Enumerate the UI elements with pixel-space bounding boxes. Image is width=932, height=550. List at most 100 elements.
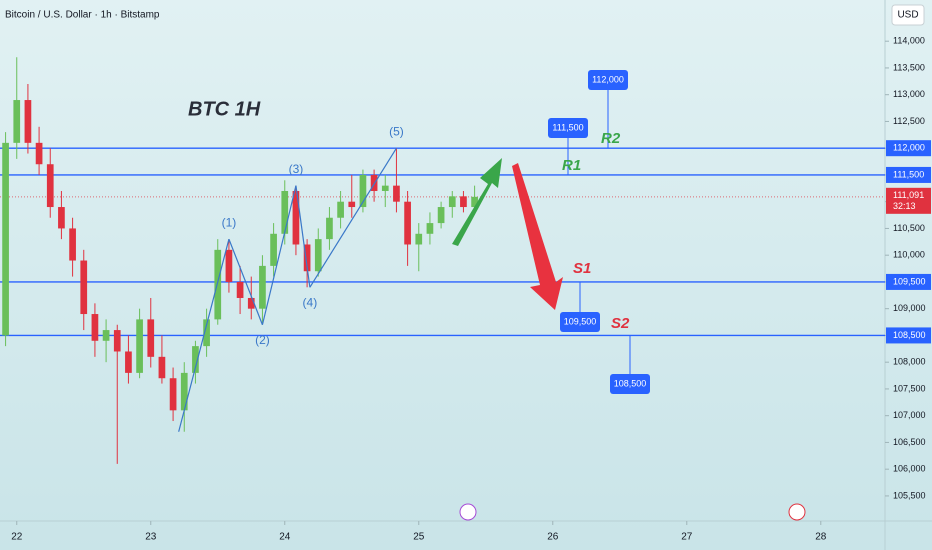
candle-body <box>58 207 65 229</box>
candle-body <box>292 190 300 245</box>
candle-body <box>113 330 121 352</box>
down-arrow <box>512 163 563 310</box>
y-tick-label: 108,000 <box>893 357 926 367</box>
candle-body <box>46 164 54 208</box>
candle-body <box>247 297 255 309</box>
y-tick-label: 106,500 <box>893 437 926 447</box>
currency[interactable]: USD <box>897 10 918 21</box>
candle-body <box>13 100 21 143</box>
level-axis-label: 109,500 <box>893 276 926 286</box>
currency-button[interactable] <box>891 4 925 26</box>
candle-body <box>35 142 43 165</box>
level-box <box>548 118 588 138</box>
candle-body <box>448 196 456 208</box>
x-tick-label: 27 <box>681 532 693 543</box>
level-box <box>560 312 600 332</box>
event-icon[interactable] <box>788 503 806 521</box>
level-box-label: 109,500 <box>564 316 597 326</box>
level-axis-label: 108,500 <box>893 330 926 340</box>
y-tick-label: 106,000 <box>893 464 926 474</box>
candle-body <box>460 196 467 208</box>
candle-body <box>303 244 311 272</box>
last-price-label: 111,091 <box>893 190 924 200</box>
wave-segment <box>295 185 311 288</box>
x-tick-label: 24 <box>279 532 291 543</box>
plot-area <box>0 57 885 464</box>
candle-body <box>236 281 244 298</box>
candle-body <box>415 233 423 245</box>
candle-body <box>69 228 76 261</box>
annotation: BTC 1H <box>188 98 261 120</box>
wave-label: (5) <box>389 124 404 138</box>
candle-body <box>80 260 88 315</box>
wave-label: (4) <box>303 295 318 309</box>
level-box <box>588 70 628 90</box>
wave-segment <box>228 238 263 325</box>
y-tick-label: 107,000 <box>893 410 926 420</box>
level-axis-label: 112,000 <box>893 143 925 153</box>
level-name: S2 <box>611 315 630 332</box>
candle-body <box>147 319 155 357</box>
level-name: S1 <box>573 260 591 277</box>
level-axis-tag <box>886 273 931 290</box>
candle-body <box>314 239 322 272</box>
candle-body <box>270 233 277 266</box>
candle-body <box>281 190 289 234</box>
candle-body <box>169 378 177 411</box>
y-tick-label: 105,500 <box>893 490 926 500</box>
candle-body <box>326 217 333 240</box>
wave-label: (1) <box>222 215 237 229</box>
level-axis-label: 111,500 <box>893 169 924 179</box>
candle-body <box>180 372 188 411</box>
wave-label: (2) <box>255 333 270 347</box>
candle-body <box>91 314 99 341</box>
candle-body <box>426 223 434 234</box>
y-tick-label: 113,000 <box>893 89 925 99</box>
candle-body <box>348 201 356 208</box>
level-box-label: 108,500 <box>614 378 647 388</box>
candle-body <box>102 330 110 341</box>
x-tick-label: 22 <box>11 532 23 543</box>
event-icon[interactable] <box>459 503 477 521</box>
y-tick-label: 112,500 <box>893 116 925 126</box>
wave-segment <box>309 147 397 288</box>
wave-segment <box>178 238 230 432</box>
candle-body <box>471 196 478 208</box>
x-tick-label: 26 <box>547 532 559 543</box>
level-axis-tag <box>886 327 931 344</box>
level-box-label: 111,500 <box>552 122 583 132</box>
candle-body <box>136 319 143 373</box>
level-axis-tag <box>886 166 931 183</box>
x-tick-label: 28 <box>815 532 827 543</box>
candle-body <box>437 207 445 224</box>
up-arrow <box>452 158 502 246</box>
candle-body <box>337 201 344 218</box>
x-tick-label: 23 <box>145 532 157 543</box>
candle-body <box>404 201 411 245</box>
y-tick-label: 109,000 <box>893 303 926 313</box>
chart-title: Bitcoin / U.S. Dollar · 1h · Bitstamp <box>5 10 160 21</box>
candle-body <box>203 319 210 347</box>
wave-label: (3) <box>289 162 304 176</box>
countdown: 32:13 <box>893 201 916 211</box>
candle-body <box>359 174 367 208</box>
level-box <box>610 374 650 394</box>
y-tick-label: 114,000 <box>893 36 925 46</box>
candle-body <box>125 351 132 373</box>
candle-body <box>393 185 400 202</box>
y-tick-label: 107,500 <box>893 383 926 393</box>
candle-body <box>259 265 266 309</box>
y-tick-label: 110,500 <box>893 223 925 233</box>
level-axis-tag <box>886 140 931 157</box>
y-tick-label: 113,500 <box>893 62 925 72</box>
x-tick-label: 25 <box>413 532 425 543</box>
candle-body <box>2 142 9 336</box>
candle-body <box>225 249 233 282</box>
candle-body <box>192 346 199 373</box>
candle-body <box>24 100 32 143</box>
candle-body <box>381 185 389 191</box>
wave-segment <box>261 185 297 325</box>
y-tick-label: 110,000 <box>893 250 925 260</box>
